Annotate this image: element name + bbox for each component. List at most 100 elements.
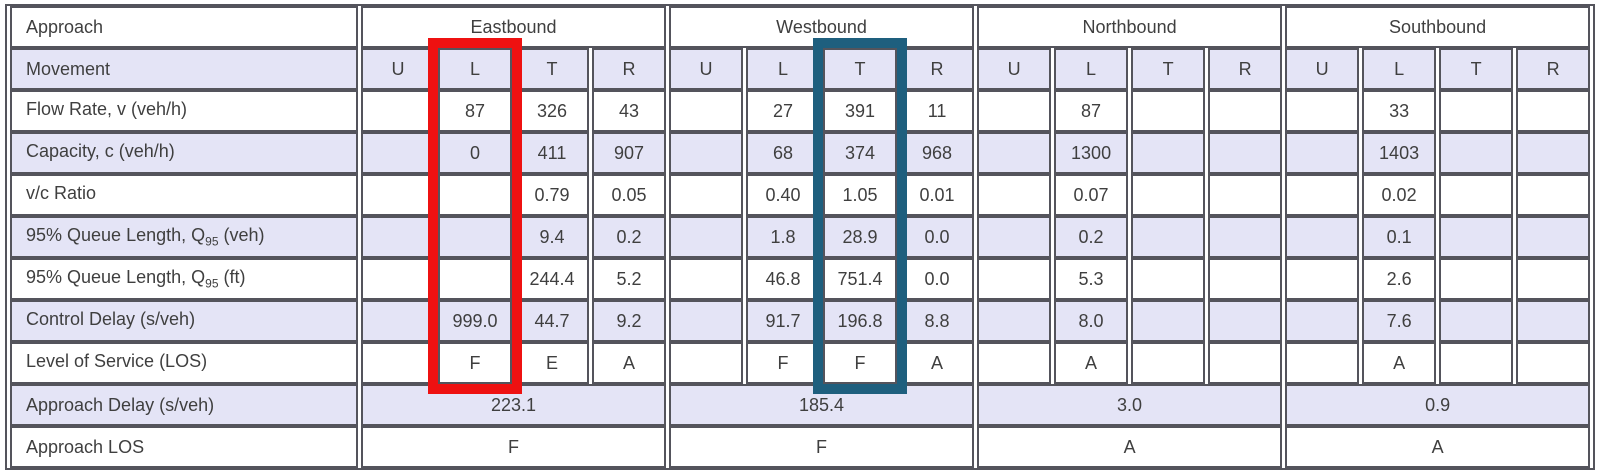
data-cell: 1.8 [746,216,821,258]
direction-header-eastbound: Eastbound [361,6,667,48]
data-cell: 33 [1362,90,1437,132]
data-cell [669,90,744,132]
data-cell [669,300,744,342]
data-cell: 0.0 [900,258,975,300]
data-cell [1285,174,1360,216]
data-cell: 907 [592,132,667,174]
data-cell: F [823,342,898,384]
data-cell: A [900,342,975,384]
metric-row-label: Control Delay (s/veh) [10,300,358,342]
data-cell [1285,132,1360,174]
data-cell [361,300,435,342]
movement-header-label: Movement [10,48,358,90]
data-cell [361,216,435,258]
hcm-movement-summary-table: Approach Eastbound Westbound Northbound … [5,4,1596,470]
metric-row-label: Level of Service (LOS) [10,342,358,384]
data-cell [1208,174,1283,216]
metric-row-label-text: 95% Queue Length, Q [26,225,206,246]
data-cell [361,90,435,132]
movement-col-header: L [438,48,512,90]
approach-los-row: Approach LOS F F A A [10,426,1591,468]
data-cell [1208,258,1283,300]
data-cell: 0.40 [746,174,821,216]
direction-header-northbound: Northbound [977,6,1283,48]
data-cell: 11 [900,90,975,132]
direction-header-southbound: Southbound [1285,6,1591,48]
movement-col-header: U [361,48,435,90]
data-cell [977,258,1052,300]
approach-los-value-northbound: A [977,426,1283,468]
approach-los-value-eastbound: F [361,426,667,468]
data-cell [1516,300,1591,342]
movement-col-header: T [823,48,898,90]
metric-row-label: 95% Queue Length, Q95 (ft) [10,258,358,300]
movement-col-header: U [669,48,744,90]
metric-row-label: v/c Ratio [10,174,358,216]
metric-row-label-text: (veh) [218,225,265,246]
data-cell: 0 [438,132,512,174]
approach-delay-value-eastbound: 223.1 [361,384,667,426]
data-cell [1131,342,1206,384]
data-cell [1439,132,1514,174]
movement-col-header: T [515,48,589,90]
data-cell [1131,90,1206,132]
data-cell: 0.79 [515,174,589,216]
data-cell [977,90,1052,132]
data-cell [438,258,512,300]
data-cell [977,216,1052,258]
data-cell [1285,90,1360,132]
data-cell [1516,342,1591,384]
data-cell: 0.2 [1054,216,1129,258]
data-cell [1439,90,1514,132]
data-cell [1208,300,1283,342]
data-cell [1516,174,1591,216]
metric-row-label-text: 95 [205,276,219,291]
approach-delay-value-southbound: 0.9 [1285,384,1591,426]
data-cell: 374 [823,132,898,174]
metric-row-label-text: Level of Service (LOS) [26,351,208,372]
data-cell [1439,258,1514,300]
data-cell [361,342,435,384]
data-cell: A [592,342,667,384]
metric-row-label-text: 95 [205,234,219,249]
data-cell [669,216,744,258]
data-cell: E [515,342,589,384]
metric-row-label-text: v/c Ratio [26,183,97,204]
data-cell: 0.0 [900,216,975,258]
data-cell [977,132,1052,174]
data-cell [1516,216,1591,258]
data-cell: 968 [900,132,975,174]
data-cell [977,342,1052,384]
data-cell: 9.2 [592,300,667,342]
metric-row-label-text: (ft) [218,267,246,288]
data-cell [1285,300,1360,342]
metric-row: Control Delay (s/veh) 999.0 44.7 9.2 91.7 196… [10,300,1591,342]
data-cell [1208,132,1283,174]
data-cell: 8.8 [900,300,975,342]
data-cell [438,174,512,216]
data-cell [669,342,744,384]
data-cell [361,174,435,216]
data-cell: 1403 [1362,132,1437,174]
data-cell [1131,300,1206,342]
approach-header-label: Approach [10,6,358,48]
movement-col-header: L [746,48,821,90]
movement-col-header: T [1439,48,1514,90]
data-cell: 44.7 [515,300,589,342]
data-cell [1131,174,1206,216]
data-cell: 0.07 [1054,174,1129,216]
data-cell: 87 [438,90,512,132]
data-cell: 91.7 [746,300,821,342]
metric-row: Flow Rate, v (veh/h) 87 326 43 27 391 11 87 33 [10,90,1591,132]
data-cell: 244.4 [515,258,589,300]
data-cell: 68 [746,132,821,174]
data-cell [669,258,744,300]
data-cell: 0.01 [900,174,975,216]
data-cell: 5.2 [592,258,667,300]
movement-col-header: R [1516,48,1591,90]
movement-col-header: U [977,48,1052,90]
metric-row: v/c Ratio 0.79 0.05 0.40 1.05 0.01 0.07 0.02 [10,174,1591,216]
data-cell: 43 [592,90,667,132]
data-cell [1208,90,1283,132]
